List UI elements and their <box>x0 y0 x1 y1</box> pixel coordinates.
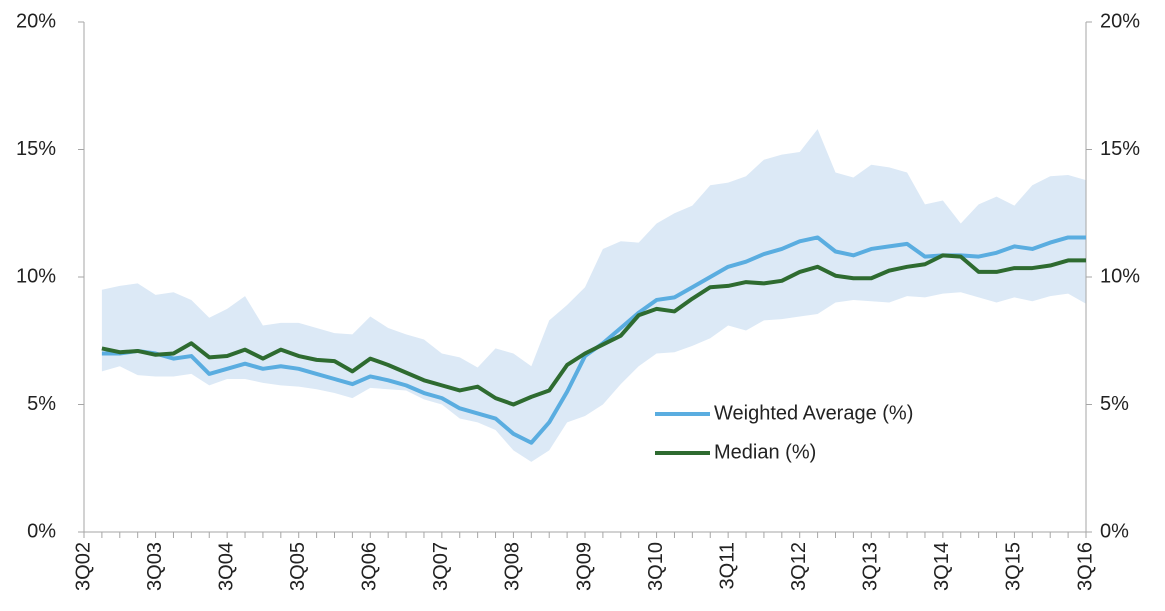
legend-label: Weighted Average (%) <box>714 402 913 424</box>
x-tick-label: 3Q07 <box>430 542 452 591</box>
y2-tick-label: 20% <box>1100 10 1140 32</box>
x-tick-label: 3Q10 <box>645 542 667 591</box>
legend-label: Median (%) <box>714 441 816 463</box>
x-tick-label: 3Q16 <box>1074 542 1096 591</box>
x-tick-label: 3Q12 <box>788 542 810 591</box>
y2-tick-label: 10% <box>1100 265 1140 287</box>
y2-tick-label: 0% <box>1100 520 1129 542</box>
x-tick-label: 3Q11 <box>716 542 738 589</box>
x-tick-label: 3Q15 <box>1003 542 1025 591</box>
x-tick-label: 3Q08 <box>502 542 524 591</box>
y-tick-label: 5% <box>27 393 56 415</box>
x-tick-label: 3Q05 <box>287 542 309 591</box>
y2-tick-label: 15% <box>1100 138 1140 160</box>
y-tick-label: 20% <box>16 10 56 32</box>
x-tick-label: 3Q03 <box>144 542 166 591</box>
x-tick-label: 3Q06 <box>359 542 381 591</box>
x-tick-label: 3Q02 <box>72 542 94 591</box>
x-tick-label: 3Q04 <box>215 542 237 591</box>
x-tick-label: 3Q13 <box>860 542 882 591</box>
y-tick-label: 15% <box>16 138 56 160</box>
y-tick-label: 0% <box>27 520 56 542</box>
y2-tick-label: 5% <box>1100 393 1129 415</box>
y-tick-label: 10% <box>16 265 56 287</box>
x-tick-label: 3Q14 <box>931 542 953 591</box>
x-tick-label: 3Q09 <box>573 542 595 591</box>
range-band <box>101 129 1086 462</box>
series-line <box>101 253 1086 407</box>
